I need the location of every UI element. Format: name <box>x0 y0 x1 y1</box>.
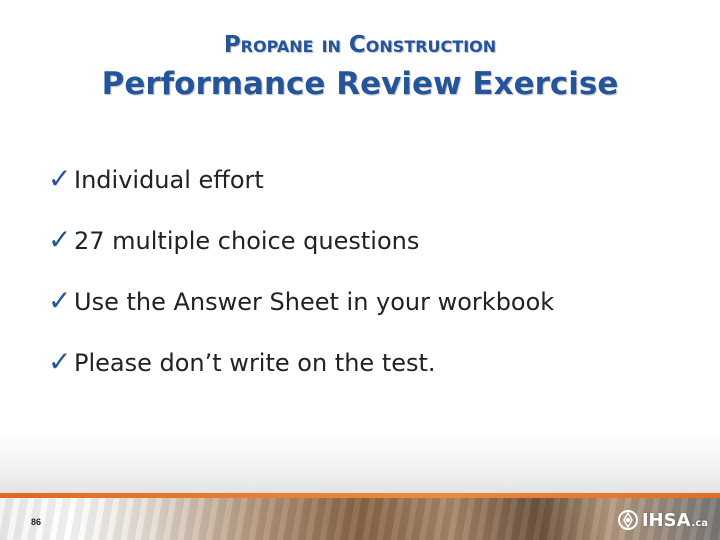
bullet-text: Individual effort <box>74 166 264 194</box>
bullet-list: ✓ Individual effort ✓ 27 multiple choice… <box>48 162 554 406</box>
bullet-item: ✓ Use the Answer Sheet in your workbook <box>48 284 554 345</box>
bullet-text: Use the Answer Sheet in your workbook <box>74 288 555 316</box>
footer-photo-strip <box>0 498 720 540</box>
page-number: 86 <box>31 517 42 527</box>
checkmark-icon: ✓ <box>48 223 72 256</box>
checkmark-icon: ✓ <box>48 162 72 195</box>
bullet-item: ✓ Individual effort <box>48 162 554 223</box>
slide-supertitle: Propane in Construction <box>223 32 497 58</box>
bullet-text: 27 multiple choice questions <box>74 227 420 255</box>
checkmark-icon: ✓ <box>48 284 72 317</box>
title-block: Propane in Construction Performance Revi… <box>0 30 720 106</box>
bullet-item: ✓ Please don’t write on the test. <box>48 345 554 406</box>
slide-title: Performance Review Exercise <box>101 66 619 102</box>
ihsa-logo-icon <box>617 510 638 530</box>
logo-text: IHSA <box>641 509 691 531</box>
bullet-text: Please don’t write on the test. <box>74 349 436 377</box>
checkmark-icon: ✓ <box>48 345 72 378</box>
ihsa-logo: IHSA .ca <box>616 508 708 532</box>
footer-accent-line <box>0 493 720 498</box>
bullet-item: ✓ 27 multiple choice questions <box>48 223 554 284</box>
logo-suffix: .ca <box>691 517 708 529</box>
